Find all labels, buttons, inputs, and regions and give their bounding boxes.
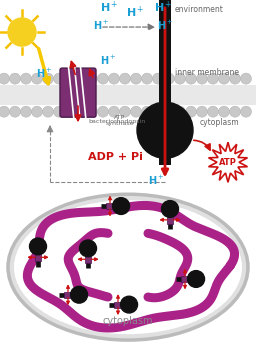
Polygon shape: [208, 142, 248, 182]
Circle shape: [188, 271, 205, 288]
Circle shape: [42, 73, 54, 84]
Circle shape: [9, 106, 20, 117]
Polygon shape: [85, 255, 91, 263]
Circle shape: [186, 73, 197, 84]
Circle shape: [0, 106, 9, 117]
Circle shape: [142, 73, 153, 84]
Text: cytoplasm: cytoplasm: [200, 118, 240, 127]
Circle shape: [20, 73, 31, 84]
Circle shape: [109, 106, 120, 117]
Circle shape: [229, 106, 240, 117]
Circle shape: [20, 106, 31, 117]
Circle shape: [42, 106, 54, 117]
Polygon shape: [114, 302, 122, 308]
Text: H$^+$: H$^+$: [100, 0, 119, 15]
Circle shape: [162, 201, 178, 217]
FancyBboxPatch shape: [60, 68, 96, 117]
Circle shape: [113, 198, 130, 215]
Ellipse shape: [14, 200, 242, 334]
Circle shape: [54, 73, 65, 84]
Text: environment: environment: [175, 5, 224, 14]
Polygon shape: [181, 276, 189, 282]
Polygon shape: [35, 253, 41, 262]
Circle shape: [120, 73, 131, 84]
Circle shape: [0, 73, 9, 84]
Circle shape: [121, 296, 137, 313]
Circle shape: [9, 73, 20, 84]
Circle shape: [137, 102, 193, 158]
Circle shape: [31, 73, 42, 84]
Circle shape: [229, 73, 240, 84]
Circle shape: [54, 106, 65, 117]
Text: H$^+$: H$^+$: [154, 0, 173, 15]
Polygon shape: [167, 216, 173, 224]
Circle shape: [142, 106, 153, 117]
Text: H$^+$: H$^+$: [93, 19, 109, 32]
Text: H$^+$: H$^+$: [157, 19, 173, 32]
Circle shape: [80, 240, 97, 257]
Circle shape: [219, 106, 229, 117]
Polygon shape: [106, 203, 114, 209]
Circle shape: [153, 73, 164, 84]
Text: cytoplasm: cytoplasm: [103, 316, 153, 326]
Circle shape: [164, 73, 175, 84]
Circle shape: [219, 73, 229, 84]
Circle shape: [98, 73, 109, 84]
Circle shape: [153, 106, 164, 117]
Circle shape: [76, 73, 87, 84]
Circle shape: [240, 106, 251, 117]
Circle shape: [31, 106, 42, 117]
Circle shape: [109, 73, 120, 84]
Circle shape: [120, 106, 131, 117]
Circle shape: [65, 73, 76, 84]
Bar: [159, 0, 171, 165]
Text: ADP + Pi: ADP + Pi: [88, 152, 143, 162]
Ellipse shape: [8, 194, 248, 340]
Polygon shape: [64, 292, 72, 298]
Circle shape: [65, 106, 76, 117]
Circle shape: [186, 106, 197, 117]
Circle shape: [8, 18, 36, 46]
Text: H$^+$: H$^+$: [100, 54, 116, 67]
Circle shape: [164, 106, 175, 117]
Circle shape: [87, 106, 98, 117]
Circle shape: [208, 73, 219, 84]
Circle shape: [240, 73, 251, 84]
Text: inner membrane: inner membrane: [175, 68, 239, 77]
Circle shape: [131, 73, 142, 84]
Circle shape: [87, 73, 98, 84]
Circle shape: [197, 73, 208, 84]
Circle shape: [197, 106, 208, 117]
Circle shape: [175, 73, 186, 84]
Circle shape: [208, 106, 219, 117]
Circle shape: [29, 238, 47, 255]
Text: H$^+$: H$^+$: [126, 5, 145, 20]
Text: ATP: ATP: [219, 158, 237, 167]
Text: H$^+$: H$^+$: [148, 174, 164, 187]
Circle shape: [71, 286, 88, 303]
Circle shape: [175, 106, 186, 117]
Text: H$^+$: H$^+$: [36, 67, 52, 80]
Circle shape: [76, 106, 87, 117]
Circle shape: [98, 106, 109, 117]
Text: bacteriorhodopsin: bacteriorhodopsin: [88, 119, 145, 124]
Circle shape: [131, 106, 142, 117]
Text: ATP
synthase: ATP synthase: [106, 115, 134, 126]
Bar: [0, 85, 256, 105]
